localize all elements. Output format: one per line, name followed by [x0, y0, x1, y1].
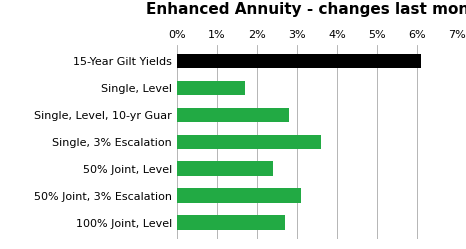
Bar — [177, 215, 285, 230]
Bar — [177, 54, 421, 68]
Bar — [177, 81, 245, 95]
Bar — [177, 108, 289, 122]
Bar — [177, 162, 273, 176]
Bar — [177, 134, 321, 149]
Bar — [177, 188, 301, 203]
Title: Enhanced Annuity - changes last month: Enhanced Annuity - changes last month — [146, 2, 466, 17]
